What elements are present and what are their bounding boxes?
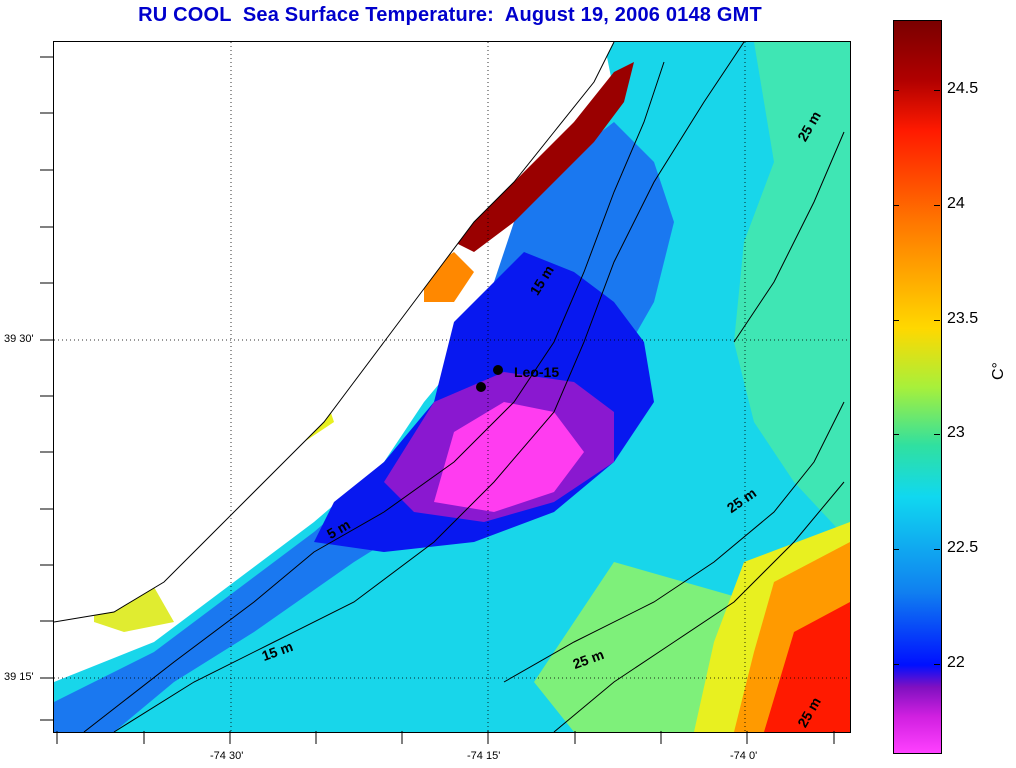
colorbar-label: 23.5: [947, 310, 979, 327]
colorbar-label: 22.5: [947, 539, 979, 556]
colorbar-unit: C°: [990, 362, 1007, 380]
colorbar-label: 24.5: [947, 80, 979, 97]
isobath-5m: [83, 61, 665, 732]
x-label-74-30: -74 30': [210, 750, 244, 762]
map-title: RU COOL Sea Surface Temperature: August …: [138, 4, 762, 26]
colorbar-label: 24: [947, 195, 965, 212]
coastline: [54, 42, 615, 623]
isobath-25m-c: [733, 131, 845, 343]
colorbar-label: 22: [947, 654, 965, 671]
offshore-green: [734, 42, 850, 542]
station-label: Leo-15: [514, 364, 560, 380]
sst-field: [54, 42, 850, 732]
cold-core-magenta: [434, 402, 584, 512]
land-mass: [54, 42, 614, 622]
hot-coastal-strip: [454, 62, 634, 252]
x-label-74-0: -74 0': [730, 750, 758, 762]
sst-map[interactable]: [53, 41, 851, 733]
station-marker-2[interactable]: [476, 382, 486, 392]
isobath-15m: [113, 42, 745, 732]
y-label-39-30: 39 30': [4, 333, 34, 345]
isobath-25m-b: [553, 481, 845, 732]
warm-se-red: [764, 602, 850, 732]
colorbar-label: 23: [947, 424, 965, 441]
x-label-74-15: -74 15': [467, 750, 501, 762]
y-label-39-15: 39 15': [4, 671, 34, 683]
isobath-25m-a: [503, 401, 845, 683]
colorbar: [893, 20, 942, 754]
station-marker[interactable]: [493, 365, 503, 375]
grid-lines: [54, 42, 850, 732]
